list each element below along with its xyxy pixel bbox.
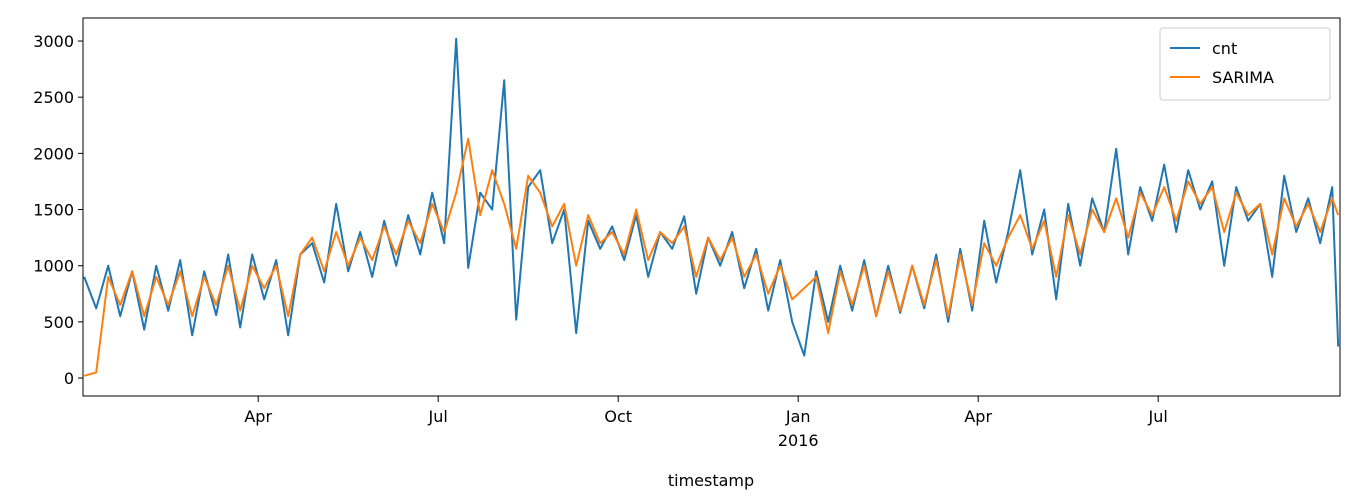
plot-frame bbox=[82, 17, 1341, 397]
x-tick-label: Jul bbox=[428, 407, 448, 426]
legend-label: cnt bbox=[1212, 39, 1237, 58]
y-tick-label: 0 bbox=[64, 369, 74, 388]
legend-box bbox=[1159, 27, 1331, 101]
x-tick-label: Jul bbox=[1148, 407, 1168, 426]
y-tick-label: 1000 bbox=[33, 257, 74, 276]
x-tick-label: Apr bbox=[244, 407, 272, 426]
series-line bbox=[83, 137, 1340, 377]
x-tick-label: Oct bbox=[604, 407, 632, 426]
x-tick-label: Jan 2016 bbox=[778, 407, 819, 450]
y-tick-label: 2000 bbox=[33, 144, 74, 163]
x-axis-label: timestamp bbox=[668, 471, 754, 490]
x-tick-label: Apr bbox=[964, 407, 992, 426]
y-tick-label: 1500 bbox=[33, 201, 74, 220]
series-line bbox=[83, 37, 1340, 357]
y-tick-label: 2500 bbox=[33, 88, 74, 107]
y-tick-label: 3000 bbox=[33, 32, 74, 51]
y-tick-label: 500 bbox=[43, 313, 74, 332]
legend-label: SARIMA bbox=[1212, 68, 1274, 87]
